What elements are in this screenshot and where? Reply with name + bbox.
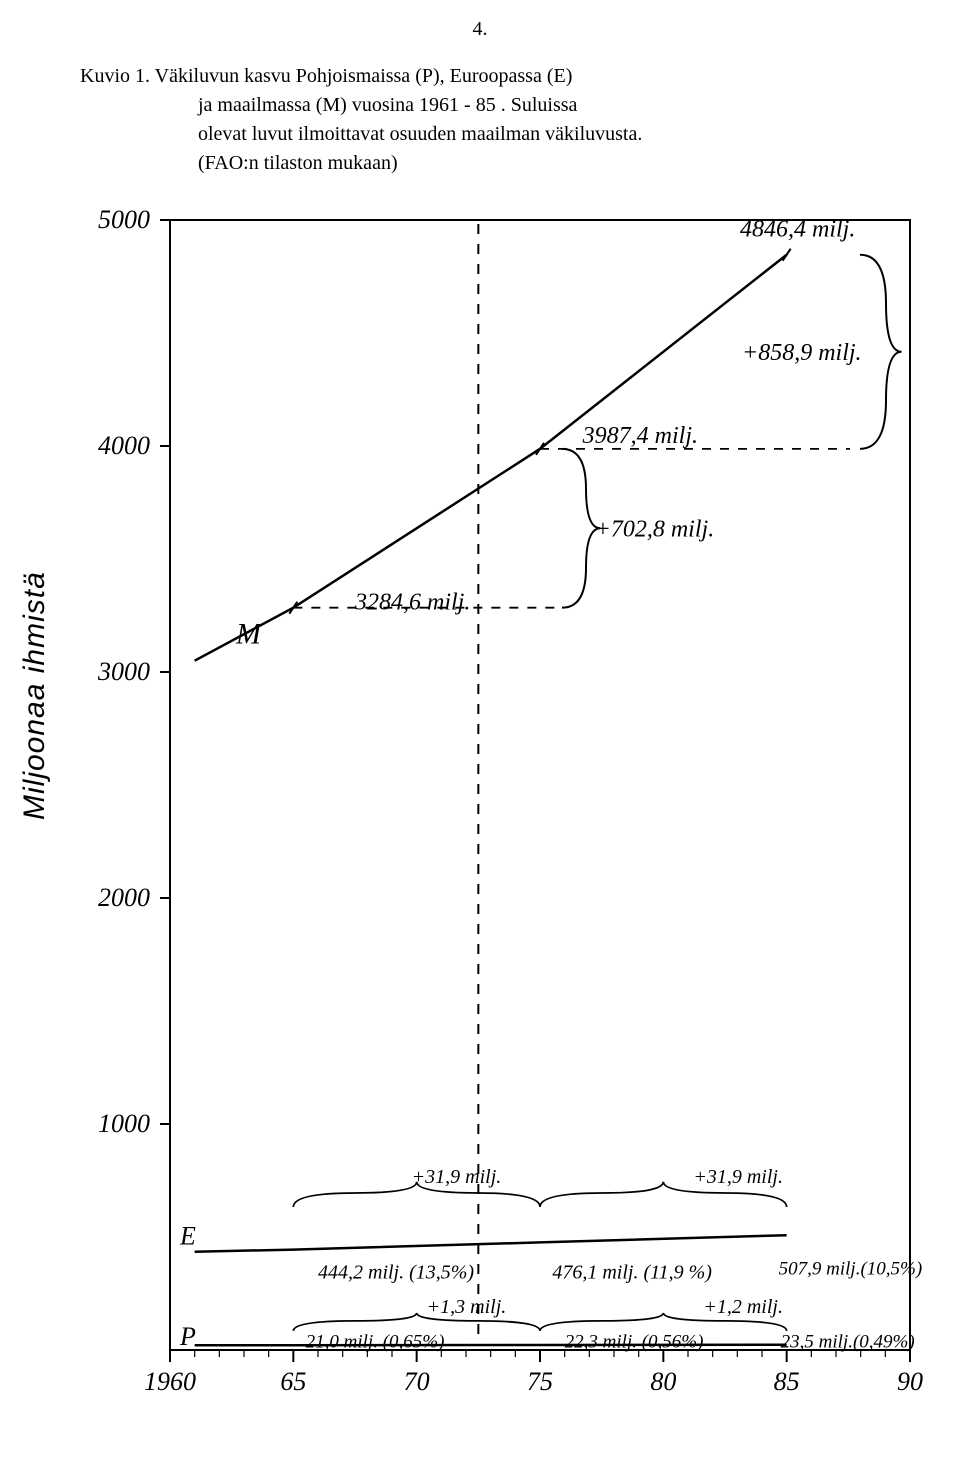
svg-text:3000: 3000 — [97, 657, 150, 686]
svg-text:70: 70 — [404, 1367, 430, 1396]
svg-text:65: 65 — [280, 1367, 306, 1396]
caption-lead: Kuvio 1. — [80, 65, 150, 87]
svg-text:23,5 milj.(0,49%): 23,5 milj.(0,49%) — [781, 1331, 915, 1352]
svg-text:2000: 2000 — [98, 883, 150, 912]
chart: Miljoonaa ihmistä 1000 2000 3000 4000 5000 19… — [0, 200, 960, 1440]
caption-line1: Väkiluvun kasvu Pohjoismaissa (P), Euroo… — [155, 65, 573, 87]
chart-svg: 1000 2000 3000 4000 5000 1960 65 70 75 80 85 90 M 328… — [0, 200, 960, 1440]
figure-caption: Kuvio 1. Väkiluvun kasvu Pohjoismaissa (… — [80, 62, 920, 178]
svg-text:3987,4 milj.: 3987,4 milj. — [582, 423, 698, 449]
svg-text:90: 90 — [897, 1367, 923, 1396]
svg-text:+1,3 milj.: +1,3 milj. — [427, 1296, 507, 1318]
caption-line2: ja maailmassa (M) vuosina 1961 - 85 . Su… — [198, 94, 577, 116]
svg-text:4846,4 milj.: 4846,4 milj. — [740, 217, 855, 243]
svg-text:+1,2 milj.: +1,2 milj. — [703, 1296, 783, 1318]
svg-text:85: 85 — [774, 1367, 800, 1396]
svg-text:444,2 milj. (13,5%): 444,2 milj. (13,5%) — [318, 1262, 474, 1284]
caption-line3: olevat luvut ilmoittavat osuuden maailma… — [198, 123, 642, 145]
svg-text:5000: 5000 — [98, 205, 150, 234]
svg-text:E: E — [179, 1222, 196, 1251]
svg-text:1000: 1000 — [98, 1109, 150, 1138]
svg-text:80: 80 — [650, 1367, 676, 1396]
svg-text:4000: 4000 — [98, 431, 150, 460]
svg-text:P: P — [179, 1322, 196, 1351]
svg-text:1960: 1960 — [144, 1367, 196, 1396]
svg-text:M: M — [235, 618, 263, 651]
svg-text:3284,6 milj.: 3284,6 milj. — [354, 590, 470, 616]
page: 4. Kuvio 1. Väkiluvun kasvu Pohjoismaiss… — [0, 0, 960, 1459]
svg-text:476,1 milj. (11,9 %): 476,1 milj. (11,9 %) — [552, 1262, 712, 1284]
page-number: 4. — [473, 18, 488, 41]
svg-text:22,3 milj. (0,56%): 22,3 milj. (0,56%) — [565, 1331, 704, 1352]
svg-text:507,9 milj.(10,5%): 507,9 milj.(10,5%) — [779, 1259, 923, 1280]
svg-text:75: 75 — [527, 1367, 553, 1396]
svg-text:+31,9 milj.: +31,9 milj. — [693, 1166, 783, 1188]
svg-text:+31,9 milj.: +31,9 milj. — [412, 1166, 502, 1188]
svg-text:+858,9 milj.: +858,9 milj. — [742, 340, 862, 366]
svg-text:21,0 milj. (0,65%): 21,0 milj. (0,65%) — [306, 1331, 445, 1352]
y-axis-title: Miljoonaa ihmistä — [18, 571, 52, 820]
caption-line4: (FAO:n tilaston mukaan) — [198, 152, 398, 174]
svg-text:+702,8 milj.: +702,8 milj. — [595, 516, 715, 542]
